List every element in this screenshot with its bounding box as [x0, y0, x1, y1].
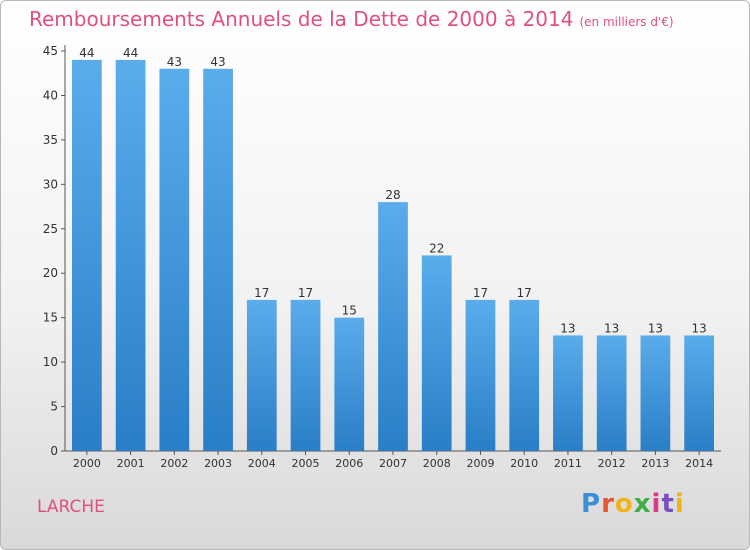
- chart-title: Remboursements Annuels de la Dette de 20…: [29, 7, 674, 31]
- data-label: 44: [79, 46, 94, 60]
- x-tick-label: 2005: [292, 457, 320, 470]
- x-tick-label: 2012: [598, 457, 626, 470]
- data-label: 43: [167, 55, 182, 69]
- proxiti-logo: Proxiti: [581, 489, 685, 519]
- y-tick-label: 25: [43, 222, 58, 236]
- x-tick-label: 2000: [73, 457, 101, 470]
- y-tick-label: 35: [43, 133, 58, 147]
- logo-letter: o: [614, 489, 634, 519]
- data-label: 43: [210, 55, 225, 69]
- bar: [334, 317, 365, 451]
- x-tick-label: 2003: [204, 457, 232, 470]
- bar: [465, 299, 496, 451]
- x-tick-label: 2002: [160, 457, 188, 470]
- bar: [159, 68, 190, 452]
- y-tick-label: 5: [50, 400, 58, 414]
- x-tick-label: 2013: [641, 457, 669, 470]
- data-label: 17: [473, 286, 488, 300]
- data-label: 44: [123, 46, 138, 60]
- y-tick-label: 0: [50, 444, 58, 458]
- chart-unit: (en milliers d'€): [579, 15, 674, 29]
- data-label: 13: [691, 321, 706, 335]
- bar: [421, 255, 452, 451]
- data-labels: 44 44 43 43 17 17 15 28 22 17 17 13 13 13 13: [79, 46, 707, 336]
- logo-letter: i: [651, 489, 662, 519]
- bar: [596, 335, 627, 451]
- x-tick-label: 2011: [554, 457, 582, 470]
- bar: [378, 202, 408, 451]
- bar: [115, 59, 146, 452]
- y-tick-label: 45: [43, 44, 58, 58]
- logo-letter: x: [633, 489, 652, 519]
- bar: [684, 335, 715, 451]
- bar: [246, 299, 277, 451]
- data-label: 28: [385, 188, 400, 202]
- axes: 0 5 10 15 20 25 30 35 40 45 2000 2001 2002 2003 2004 20…: [43, 44, 721, 470]
- logo-letter: i: [674, 489, 685, 519]
- bar: [553, 335, 583, 451]
- bar: [290, 299, 321, 451]
- bars: [71, 59, 715, 452]
- x-tick-label: 2001: [117, 457, 145, 470]
- data-label: 22: [429, 241, 444, 255]
- x-tick-label: 2004: [248, 457, 276, 470]
- commune-name: LARCHE: [37, 497, 105, 517]
- data-label: 13: [560, 321, 575, 335]
- logo-letter: r: [601, 489, 615, 519]
- x-tick-label: 2014: [685, 457, 713, 470]
- x-tick-label: 2010: [510, 457, 538, 470]
- data-label: 17: [254, 286, 269, 300]
- chart-title-text: Remboursements Annuels de la Dette de 20…: [29, 7, 574, 31]
- x-tick-label: 2007: [379, 457, 407, 470]
- bar: [203, 68, 233, 452]
- data-label: 17: [298, 286, 313, 300]
- y-tick-label: 10: [43, 355, 58, 369]
- x-tick-label: 2009: [466, 457, 494, 470]
- y-tick-label: 20: [43, 266, 58, 280]
- logo-letter: P: [581, 489, 602, 519]
- x-tick-label: 2006: [335, 457, 363, 470]
- y-tick-label: 40: [43, 88, 58, 102]
- logo-letter: t: [661, 489, 675, 519]
- x-tick-label: 2008: [423, 457, 451, 470]
- bar: [71, 59, 102, 452]
- data-label: 17: [517, 286, 532, 300]
- y-tick-label: 30: [43, 177, 58, 191]
- bar: [640, 335, 671, 451]
- y-tick-label: 15: [43, 311, 58, 325]
- data-label: 15: [342, 304, 357, 318]
- data-label: 13: [648, 321, 663, 335]
- data-label: 13: [604, 321, 619, 335]
- bar: [509, 299, 540, 451]
